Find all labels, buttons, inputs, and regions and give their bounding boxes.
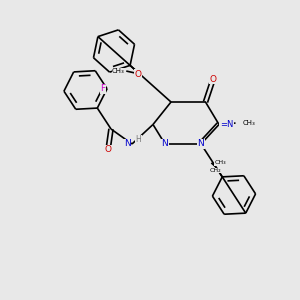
Text: CH₃: CH₃ [214,160,226,165]
Text: O: O [135,70,142,79]
Text: =N: =N [220,120,233,129]
Text: O: O [209,75,217,84]
Text: N: N [124,140,130,148]
Text: N: N [162,140,168,148]
Text: CH₃: CH₃ [243,120,256,126]
Text: CH₂: CH₂ [210,168,222,173]
Text: F: F [100,84,105,93]
Text: H: H [136,135,141,144]
Text: O: O [104,146,112,154]
Text: CH₃: CH₃ [112,68,125,74]
Text: N: N [198,140,204,148]
